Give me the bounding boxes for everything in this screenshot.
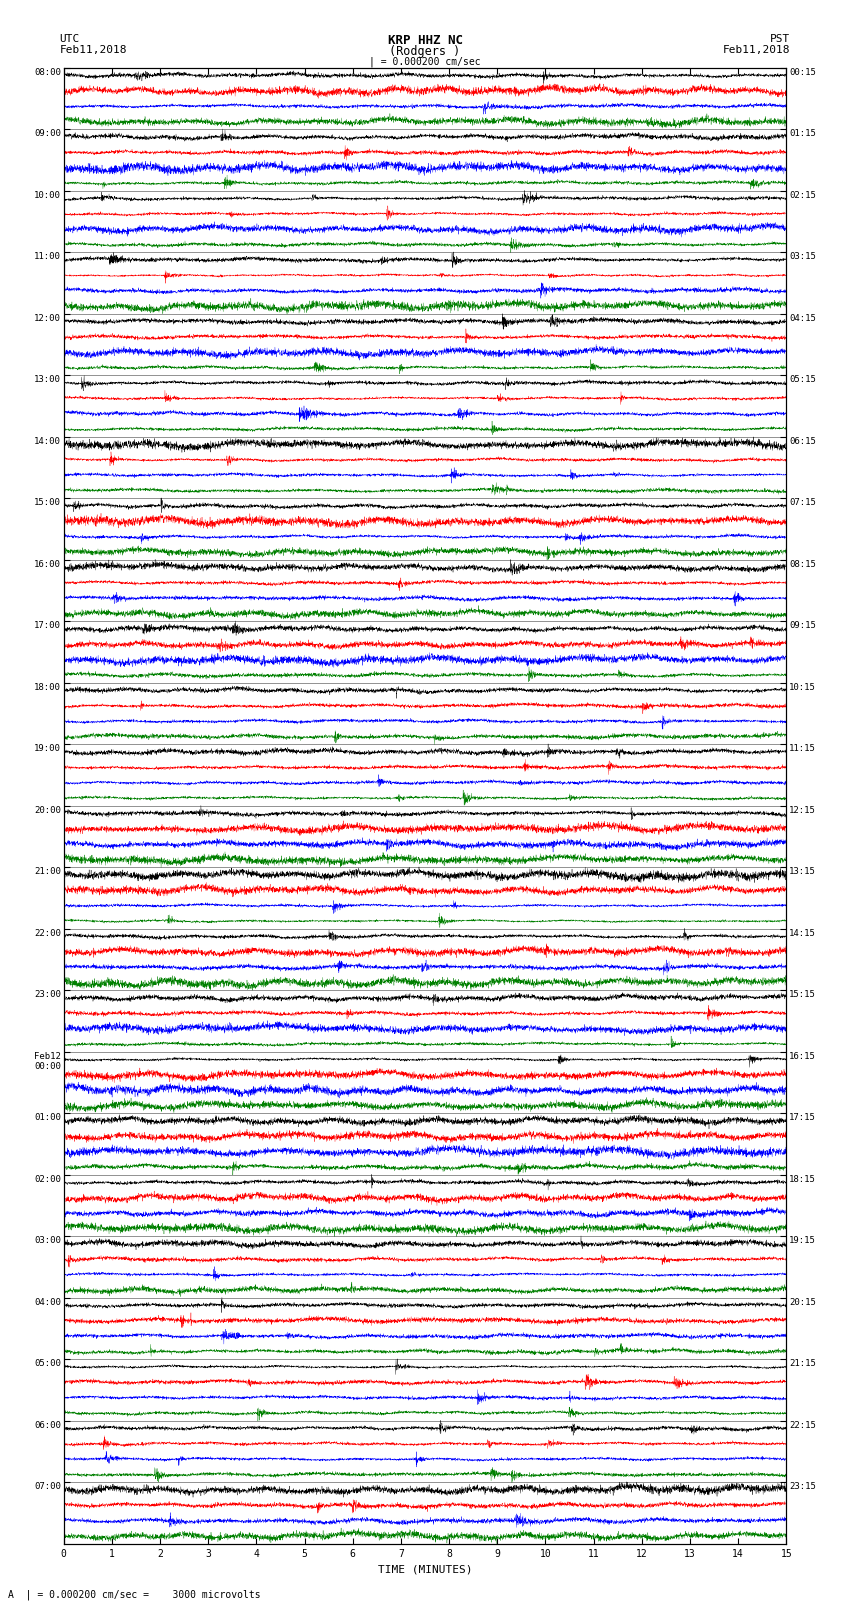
Text: A  | = 0.000200 cm/sec =    3000 microvolts: A | = 0.000200 cm/sec = 3000 microvolts bbox=[8, 1589, 261, 1600]
X-axis label: TIME (MINUTES): TIME (MINUTES) bbox=[377, 1565, 473, 1574]
Text: Feb11,2018: Feb11,2018 bbox=[723, 45, 791, 55]
Text: PST: PST bbox=[770, 34, 790, 44]
Text: KRP HHZ NC: KRP HHZ NC bbox=[388, 34, 462, 47]
Text: (Rodgers ): (Rodgers ) bbox=[389, 45, 461, 58]
Text: Feb11,2018: Feb11,2018 bbox=[60, 45, 127, 55]
Text: UTC: UTC bbox=[60, 34, 80, 44]
Text: | = 0.000200 cm/sec: | = 0.000200 cm/sec bbox=[369, 56, 481, 68]
